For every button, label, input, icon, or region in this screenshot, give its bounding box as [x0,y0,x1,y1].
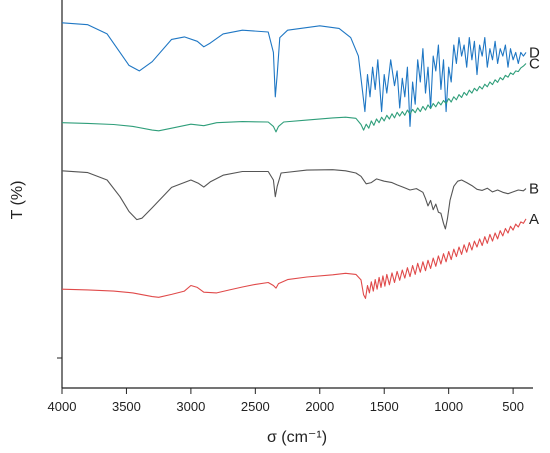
x-axis-ticks: 4000 3500 3000 2500 2000 1500 1000 500 [48,388,524,414]
series-line-a [61,218,527,299]
x-tick-label: 4000 [48,399,77,414]
series-line-b [61,169,527,230]
x-tick-label: 3000 [176,399,205,414]
spectra-layer [61,22,527,299]
series-line-c [61,63,527,133]
series-label-b: B [529,181,539,198]
series-labels: DC BA [529,44,540,228]
series-label-d: D [529,44,540,61]
x-tick-label: 500 [502,399,524,414]
x-tick-label: 1000 [434,399,463,414]
y-axis-label: T (%) [9,181,26,220]
x-tick-label: 3500 [112,399,141,414]
x-axis-label: σ (cm⁻¹) [267,429,327,446]
x-tick-label: 2500 [241,399,270,414]
series-line-d [61,22,527,127]
series-label-a: A [529,211,539,228]
x-tick-label: 2000 [305,399,334,414]
x-tick-label: 1500 [370,399,399,414]
series-label-c: C [529,56,540,73]
plot-area [57,0,533,389]
